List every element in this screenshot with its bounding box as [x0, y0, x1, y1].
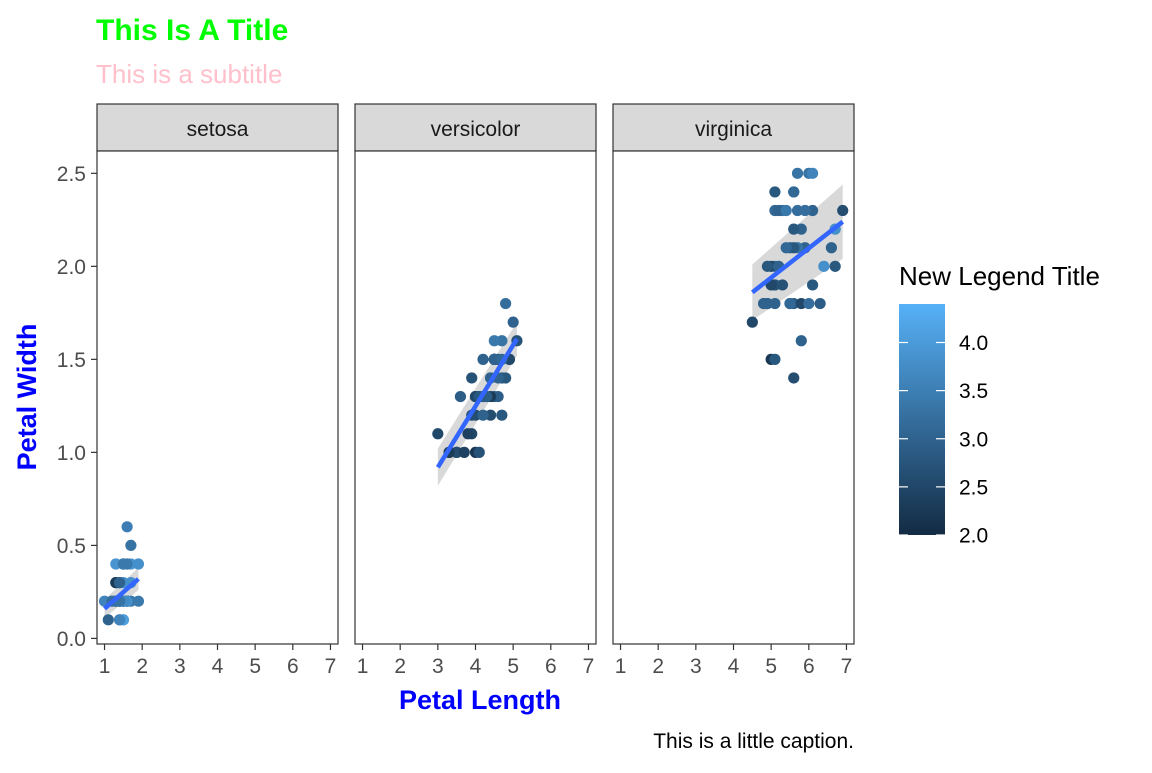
data-point: [488, 335, 500, 347]
legend-label: 3.5: [959, 380, 988, 403]
data-point: [814, 297, 826, 310]
y-tick-label: 1.5: [57, 349, 86, 372]
data-point: [746, 316, 758, 328]
data-point: [788, 186, 800, 198]
data-point: [477, 353, 489, 365]
data-point: [795, 335, 807, 347]
x-tick-label: 2: [652, 655, 664, 678]
x-tick-label: 3: [432, 655, 444, 678]
data-point: [113, 614, 126, 626]
data-point: [507, 316, 519, 328]
y-tick-label: 1.0: [57, 442, 86, 465]
data-point: [121, 521, 133, 533]
data-point: [473, 446, 485, 458]
facet-strip: [612, 103, 855, 152]
smooth-line: [435, 337, 519, 469]
data-point: [769, 186, 781, 198]
data-point: [769, 353, 781, 365]
data-point: [799, 204, 811, 217]
y-tick-label: 2.5: [57, 163, 86, 186]
data-point: [477, 409, 489, 421]
data-point: [432, 428, 444, 440]
legend-title: New Legend Title: [899, 261, 1100, 291]
x-tick-label: 6: [287, 655, 299, 678]
data-point: [132, 558, 145, 570]
chart-title: This Is A Title: [96, 14, 288, 47]
data-point: [818, 260, 830, 272]
smooth-line: [750, 219, 845, 295]
facet-strip: [96, 103, 339, 152]
x-tick-label: 5: [507, 655, 519, 678]
data-point: [780, 242, 792, 254]
legend: New Legend Title 2.0 2.5 3.0 3.5 4.0: [899, 261, 1100, 548]
facet-panels: setosa 1 2 3 4 5 6 7 0.0 0.5 1.0 1.5 2.0 2.5 versicolo…: [57, 103, 855, 678]
facet-panel-virginica: virginica 1 2 3 4 5 6 7: [612, 103, 855, 678]
facet-panel-setosa: setosa 1 2 3 4 5 6 7 0.0 0.5 1.0 1.5 2.0 2.5: [57, 103, 339, 678]
y-tick-label: 0.5: [57, 535, 86, 558]
y-tick-label: 0.0: [57, 628, 86, 651]
x-tick-label: 6: [803, 655, 815, 678]
data-point: [454, 390, 467, 403]
data-point: [791, 167, 804, 179]
legend-label: 4.0: [959, 332, 988, 355]
data-point: [806, 279, 819, 291]
data-point: [788, 223, 800, 235]
x-tick-label: 4: [470, 655, 482, 678]
x-tick-label: 1: [99, 655, 111, 678]
data-point: [769, 297, 781, 310]
data-point: [500, 297, 512, 310]
data-point: [761, 260, 773, 272]
data-point: [806, 167, 819, 179]
chart-subtitle: This is a subtitle: [96, 59, 282, 89]
x-tick-label: 1: [357, 655, 369, 678]
data-point: [113, 577, 126, 589]
data-point: [117, 558, 129, 570]
x-tick-label: 5: [249, 655, 261, 678]
data-point: [125, 539, 137, 552]
x-tick-label: 4: [728, 655, 740, 678]
data-point: [825, 242, 838, 254]
data-point: [466, 372, 478, 384]
panel-background: [97, 151, 338, 644]
legend-label: 2.5: [959, 476, 988, 499]
data-point: [803, 297, 815, 310]
x-tick-label: 3: [690, 655, 702, 678]
x-tick-label: 3: [174, 655, 186, 678]
y-axis-title: Petal Width: [12, 324, 42, 471]
x-tick-label: 1: [615, 655, 627, 678]
x-tick-label: 6: [545, 655, 557, 678]
y-tick-label: 2.0: [57, 256, 86, 279]
legend-label: 3.0: [959, 428, 988, 451]
data-point: [102, 614, 114, 626]
facet-panel-versicolor: versicolor 1 2 3 4 5 6 7: [354, 103, 597, 678]
facet-strip-label: virginica: [695, 118, 772, 141]
x-tick-label: 2: [136, 655, 148, 678]
smooth-line: [103, 577, 140, 611]
data-point: [780, 204, 792, 217]
data-point: [784, 297, 796, 310]
legend-label: 2.0: [959, 525, 988, 548]
data-point: [758, 297, 770, 310]
x-tick-label: 2: [394, 655, 406, 678]
data-point: [837, 204, 849, 217]
data-point: [458, 446, 470, 458]
data-point: [462, 428, 474, 440]
x-tick-label: 5: [765, 655, 777, 678]
x-tick-label: 7: [841, 655, 853, 678]
facet-strip-label: versicolor: [431, 118, 521, 141]
x-axis-title: Petal Length: [399, 685, 561, 715]
data-point: [132, 595, 145, 607]
data-point: [496, 409, 508, 421]
x-tick-label: 4: [212, 655, 224, 678]
data-point: [788, 372, 800, 384]
data-point: [829, 260, 841, 272]
chart-caption: This is a little caption.: [653, 730, 854, 753]
legend-colorbar: [899, 304, 945, 535]
x-tick-label: 7: [325, 655, 337, 678]
x-tick-label: 7: [583, 655, 595, 678]
facet-strip-label: setosa: [187, 118, 249, 141]
